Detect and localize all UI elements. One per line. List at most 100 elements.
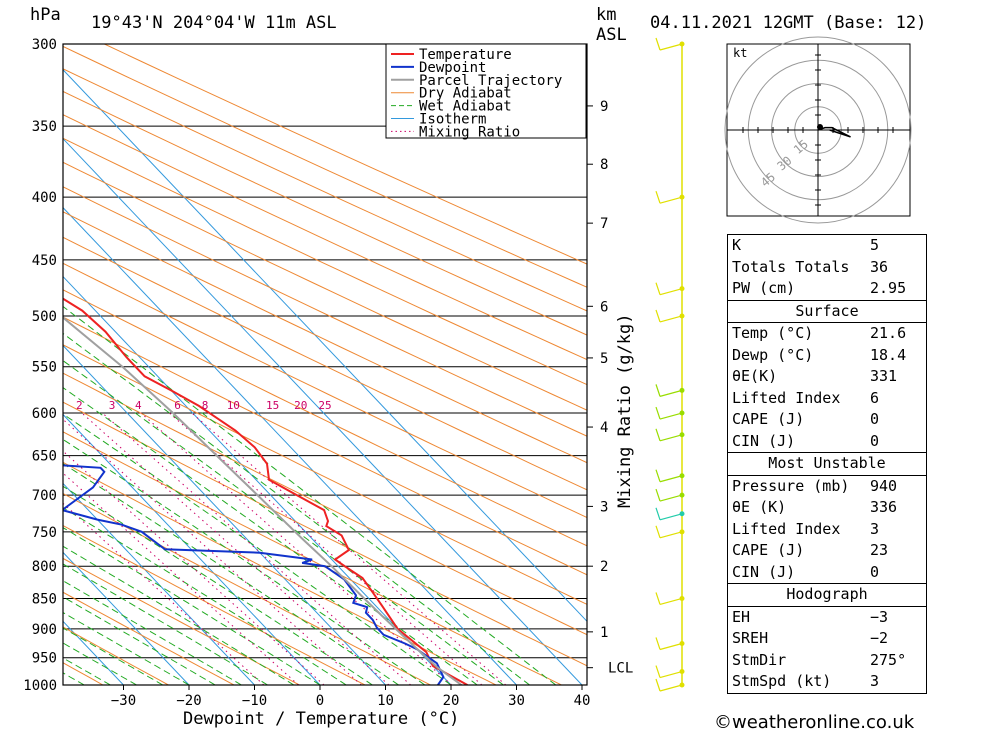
pressure-tick-label: 550 xyxy=(32,360,57,376)
wind-barb-flag xyxy=(655,488,661,502)
mixing-ratio-line xyxy=(102,412,412,685)
legend-label: Parcel Trajectory xyxy=(419,73,562,89)
km-tick-label: 1 xyxy=(600,625,608,641)
mixing-ratio-line xyxy=(63,502,265,685)
legend-label: Dry Adiabat xyxy=(419,86,512,102)
km-tick-label: 7 xyxy=(600,216,608,232)
row-value: 3 xyxy=(870,672,880,690)
row-value: 0 xyxy=(870,431,880,450)
legend-label: Wet Adiabat xyxy=(419,99,512,115)
row-label: CIN (J) xyxy=(732,562,796,581)
dry-adiabat xyxy=(63,114,587,361)
isotherm xyxy=(63,482,255,685)
wind-barb-flag xyxy=(655,309,661,323)
surface-title: Surface xyxy=(728,299,926,323)
pressure-tick-label: 900 xyxy=(32,622,57,638)
temp-tick-label: 20 xyxy=(443,693,460,709)
wind-barb xyxy=(659,288,683,296)
wind-barb-flag xyxy=(655,665,661,678)
series-temperature xyxy=(63,297,468,685)
table-row: θE(K) 331 xyxy=(728,366,926,388)
mixing-ratio-label: 3 xyxy=(109,399,116,412)
wind-barb xyxy=(659,196,683,204)
dry-adiabat xyxy=(63,211,587,464)
hodograph-table-title: Hodograph xyxy=(728,583,926,606)
dry-adiabat xyxy=(63,236,587,491)
wind-barb xyxy=(659,475,683,483)
table-row: CIN (J) 0 xyxy=(728,562,926,584)
pressure-tick-label: 1000 xyxy=(23,678,57,694)
row-value: 6 xyxy=(870,388,880,407)
km-tick-label: 4 xyxy=(600,420,608,436)
pressure-tick-label: 600 xyxy=(32,406,57,422)
pressure-tick-label: 750 xyxy=(32,525,57,541)
wind-barb xyxy=(659,412,683,420)
dry-adiabat xyxy=(63,431,562,685)
table-row: SREH −2 xyxy=(728,628,926,650)
table-row: CAPE (J) 0 xyxy=(728,409,926,431)
table-row: PW (cm) 2.95 xyxy=(728,278,926,300)
location-title: 19°43'N 204°04'W 11m ASL xyxy=(91,13,337,33)
row-label: θE (K) xyxy=(732,498,787,516)
km-tick-label: LCL xyxy=(608,661,633,677)
pressure-tick-label: 800 xyxy=(32,559,57,575)
series-parcel-trajectory xyxy=(63,316,463,685)
wind-barbs xyxy=(655,37,685,692)
row-label: K xyxy=(732,236,742,254)
mixing-ratio-line xyxy=(63,450,325,685)
isotherm xyxy=(63,137,583,685)
wind-barb-flag xyxy=(655,37,661,51)
wet-adiabat xyxy=(63,332,530,685)
temp-tick-label: −10 xyxy=(242,693,267,709)
wind-barb xyxy=(659,597,683,606)
pressure-tick-label: 450 xyxy=(32,253,57,269)
dry-adiabat xyxy=(63,591,235,685)
row-value: 3 xyxy=(870,519,880,538)
datetime-title: 04.11.2021 12GMT (Base: 12) xyxy=(650,13,926,33)
wind-barb xyxy=(659,389,683,397)
wet-adiabat xyxy=(63,545,295,685)
row-label: Temp (°C) xyxy=(732,324,814,342)
row-label: Dewp (°C) xyxy=(732,345,814,364)
dry-adiabat xyxy=(63,492,431,685)
row-value: −3 xyxy=(870,607,889,626)
wind-barb xyxy=(659,670,683,679)
row-label: CAPE (J) xyxy=(732,410,805,428)
dry-adiabat xyxy=(63,372,587,636)
row-label: SREH xyxy=(732,629,769,647)
row-label: StmDir xyxy=(732,650,787,669)
km-tick-label: 6 xyxy=(600,299,608,315)
mixing-ratio-label: 25 xyxy=(318,399,331,412)
plot-frame xyxy=(62,43,588,686)
wind-barb-flag xyxy=(655,678,661,692)
mixing-ratio-label: 6 xyxy=(174,399,181,412)
mixing-ratio-label: 4 xyxy=(135,399,142,412)
row-value: 18.4 xyxy=(870,345,907,364)
temp-tick-label: 30 xyxy=(508,693,525,709)
dry-adiabat xyxy=(63,344,587,605)
row-value: 36 xyxy=(870,257,889,276)
km-tick-label: 3 xyxy=(600,499,608,515)
wind-barb-flag xyxy=(655,592,661,605)
km-tick-label: 5 xyxy=(600,351,608,367)
mixing-ratio-label: 15 xyxy=(266,399,279,412)
isotherm xyxy=(63,551,190,685)
mixing-ratio-line xyxy=(63,472,299,685)
wind-barb-flag xyxy=(655,190,661,204)
pressure-tick-label: 950 xyxy=(32,651,57,667)
mixing-ratio-label: 20 xyxy=(294,399,307,412)
legend-label: Mixing Ratio xyxy=(419,124,520,140)
isotherm xyxy=(63,69,587,623)
row-label: Lifted Index xyxy=(732,519,841,538)
row-label: CIN (J) xyxy=(732,431,796,450)
most-unstable-title: Most Unstable xyxy=(728,452,926,475)
wet-adiabat xyxy=(63,612,190,685)
row-label: EH xyxy=(732,607,751,626)
dry-adiabat xyxy=(63,626,169,685)
hodograph-unit: kt xyxy=(733,46,747,60)
pressure-tick-label: 300 xyxy=(32,37,57,53)
wind-barb-flag xyxy=(655,282,661,295)
isotherm xyxy=(63,275,452,685)
mixing-ratio-label: 8 xyxy=(202,399,209,412)
row-value: 23 xyxy=(870,541,889,559)
